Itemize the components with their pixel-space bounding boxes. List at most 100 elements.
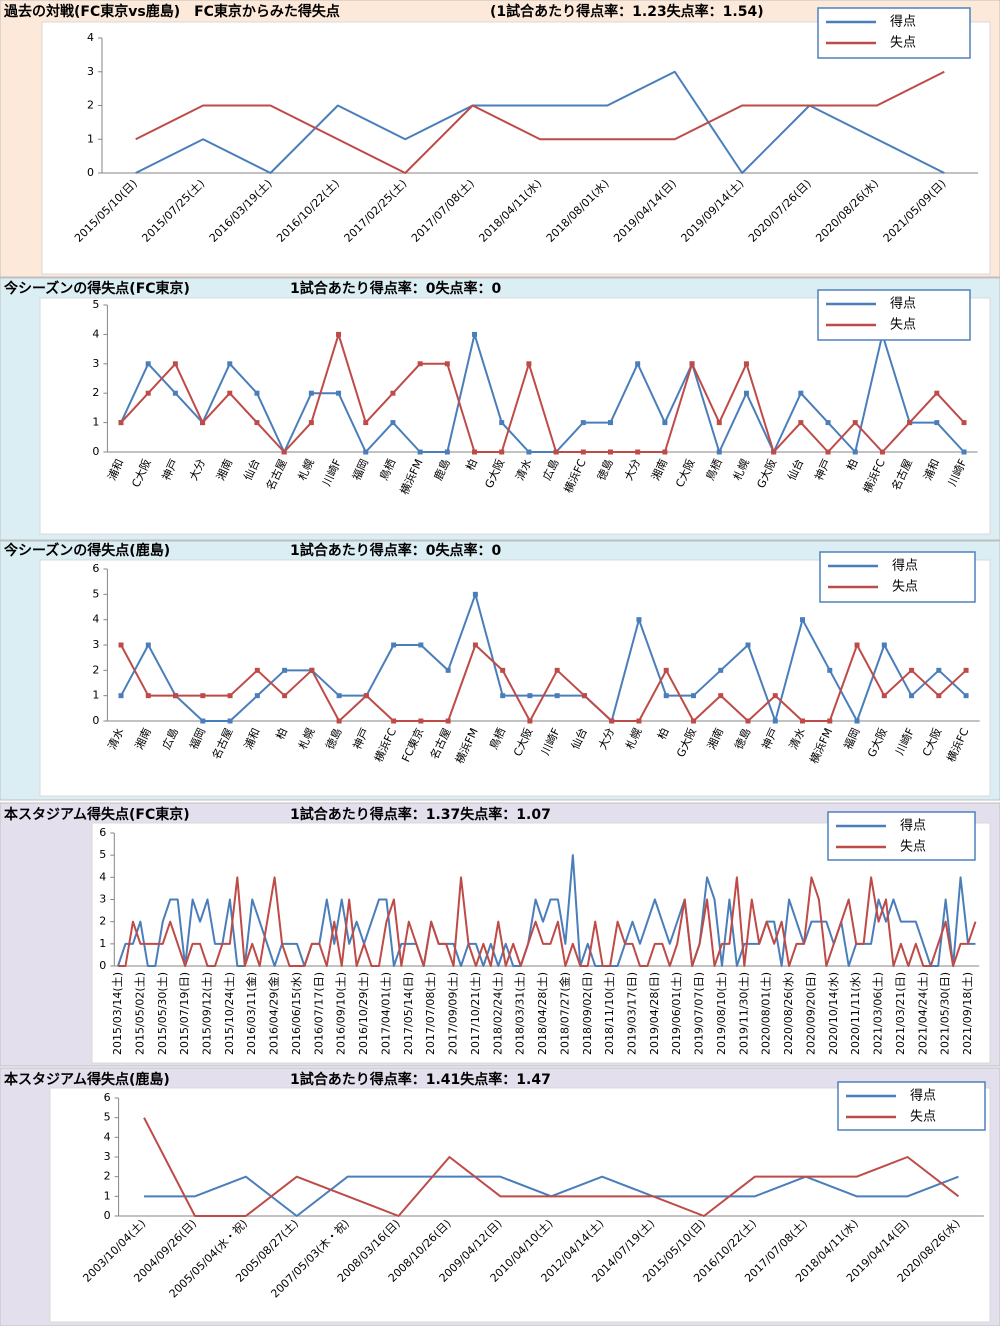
x-tick-label: 2016/09/10(土) bbox=[335, 972, 348, 1055]
x-tick-label: 2019/04/28(日) bbox=[648, 972, 661, 1055]
x-tick-label: 2015/05/02(土) bbox=[133, 972, 146, 1055]
x-tick-label: 2015/10/24(土) bbox=[223, 972, 236, 1055]
point-marker bbox=[934, 390, 940, 396]
y-tick-label: 3 bbox=[99, 893, 106, 906]
x-tick-label: 2021/09/18(土) bbox=[961, 972, 974, 1055]
point-marker bbox=[254, 420, 260, 426]
point-marker bbox=[743, 361, 749, 367]
point-marker bbox=[663, 667, 669, 673]
y-tick-label: 2 bbox=[92, 663, 99, 676]
point-marker bbox=[718, 667, 724, 673]
point-marker bbox=[716, 420, 722, 426]
x-tick-label: 2017/09/09(土) bbox=[447, 972, 460, 1055]
point-marker bbox=[553, 449, 559, 455]
legend-label: 得点 bbox=[910, 1088, 936, 1104]
x-tick-label: 2017/04/01(土) bbox=[379, 972, 392, 1055]
point-marker bbox=[636, 617, 642, 623]
x-tick-label: 2017/10/21(土) bbox=[469, 972, 482, 1055]
chart-subtitle: 1試合あたり得点率：1.41失点率：1.47 bbox=[290, 1071, 551, 1088]
point-marker bbox=[336, 693, 342, 699]
point-marker bbox=[636, 718, 642, 724]
point-marker bbox=[200, 718, 206, 724]
point-marker bbox=[718, 693, 724, 699]
chart-subtitle: 1試合あたり得点率：1.37失点率：1.07 bbox=[290, 806, 551, 823]
y-tick-label: 2 bbox=[104, 1170, 111, 1183]
x-tick-label: 柏 bbox=[463, 457, 480, 473]
point-marker bbox=[145, 390, 151, 396]
x-tick-label: 2015/07/19(日) bbox=[178, 972, 191, 1055]
point-marker bbox=[798, 420, 804, 426]
y-tick-label: 4 bbox=[92, 613, 99, 626]
x-tick-label: 2019/11/30(土) bbox=[737, 972, 750, 1055]
y-tick-label: 4 bbox=[87, 31, 94, 44]
point-marker bbox=[771, 449, 777, 455]
legend-box bbox=[819, 551, 976, 603]
legend-box bbox=[827, 811, 976, 861]
x-tick-label: 2020/11/11(水) bbox=[849, 972, 862, 1055]
y-tick-label: 3 bbox=[87, 65, 94, 78]
x-tick-label: 2020/08/26(水) bbox=[782, 972, 795, 1055]
point-marker bbox=[390, 390, 396, 396]
y-tick-label: 2 bbox=[92, 386, 99, 399]
point-marker bbox=[417, 361, 423, 367]
point-marker bbox=[745, 642, 751, 648]
point-marker bbox=[308, 420, 314, 426]
legend-box bbox=[817, 289, 971, 341]
x-tick-label: 2020/09/20(日) bbox=[804, 972, 817, 1055]
point-marker bbox=[716, 449, 722, 455]
x-tick-label: 2021/03/06(土) bbox=[872, 972, 885, 1055]
point-marker bbox=[961, 420, 967, 426]
chart-title: 本スタジアム得失点(FC東京) bbox=[4, 806, 190, 823]
point-marker bbox=[881, 642, 887, 648]
point-marker bbox=[472, 642, 478, 648]
point-marker bbox=[145, 361, 151, 367]
y-tick-label: 0 bbox=[92, 714, 99, 727]
series-line bbox=[117, 854, 976, 967]
point-marker bbox=[336, 390, 342, 396]
chart-subtitle: 1試合あたり得点率：0失点率：0 bbox=[290, 542, 501, 559]
x-tick-label: 柏 bbox=[273, 726, 290, 742]
point-marker bbox=[472, 331, 478, 337]
point-marker bbox=[227, 390, 233, 396]
chart-title: 過去の対戦(FC東京vs鹿島) FC東京からみた得失点 bbox=[3, 3, 340, 20]
point-marker bbox=[145, 693, 151, 699]
point-marker bbox=[444, 361, 450, 367]
y-tick-label: 2 bbox=[87, 99, 94, 112]
x-tick-label: 2018/11/10(土) bbox=[603, 972, 616, 1055]
point-marker bbox=[145, 642, 151, 648]
legend-label: 得点 bbox=[890, 14, 916, 30]
point-marker bbox=[254, 693, 260, 699]
point-marker bbox=[772, 718, 778, 724]
x-tick-label: 2016/03/11(金) bbox=[244, 972, 258, 1055]
chart-subtitle: 1試合あたり得点率：0失点率：0 bbox=[290, 280, 501, 297]
y-tick-label: 2 bbox=[99, 915, 106, 928]
point-marker bbox=[580, 449, 586, 455]
point-marker bbox=[635, 449, 641, 455]
point-marker bbox=[391, 642, 397, 648]
x-tick-label: 2019/06/01(土) bbox=[670, 972, 683, 1055]
point-marker bbox=[336, 718, 342, 724]
x-tick-label: 2020/08/01(土) bbox=[760, 972, 773, 1055]
y-tick-label: 4 bbox=[92, 327, 99, 340]
point-marker bbox=[500, 693, 506, 699]
legend-label: 失点 bbox=[910, 1110, 936, 1125]
point-marker bbox=[881, 693, 887, 699]
y-tick-label: 0 bbox=[87, 166, 94, 179]
point-marker bbox=[173, 693, 179, 699]
point-marker bbox=[798, 390, 804, 396]
point-marker bbox=[879, 449, 885, 455]
point-marker bbox=[472, 449, 478, 455]
chart-subtitle: (1試合あたり得点率：1.23失点率：1.54) bbox=[490, 3, 764, 20]
point-marker bbox=[607, 420, 613, 426]
point-marker bbox=[254, 390, 260, 396]
point-marker bbox=[172, 361, 178, 367]
point-marker bbox=[609, 718, 615, 724]
y-tick-label: 5 bbox=[92, 298, 99, 311]
point-marker bbox=[581, 693, 587, 699]
point-marker bbox=[800, 718, 806, 724]
point-marker bbox=[827, 718, 833, 724]
point-marker bbox=[499, 449, 505, 455]
x-tick-label: 2016/06/15(水) bbox=[290, 972, 303, 1055]
